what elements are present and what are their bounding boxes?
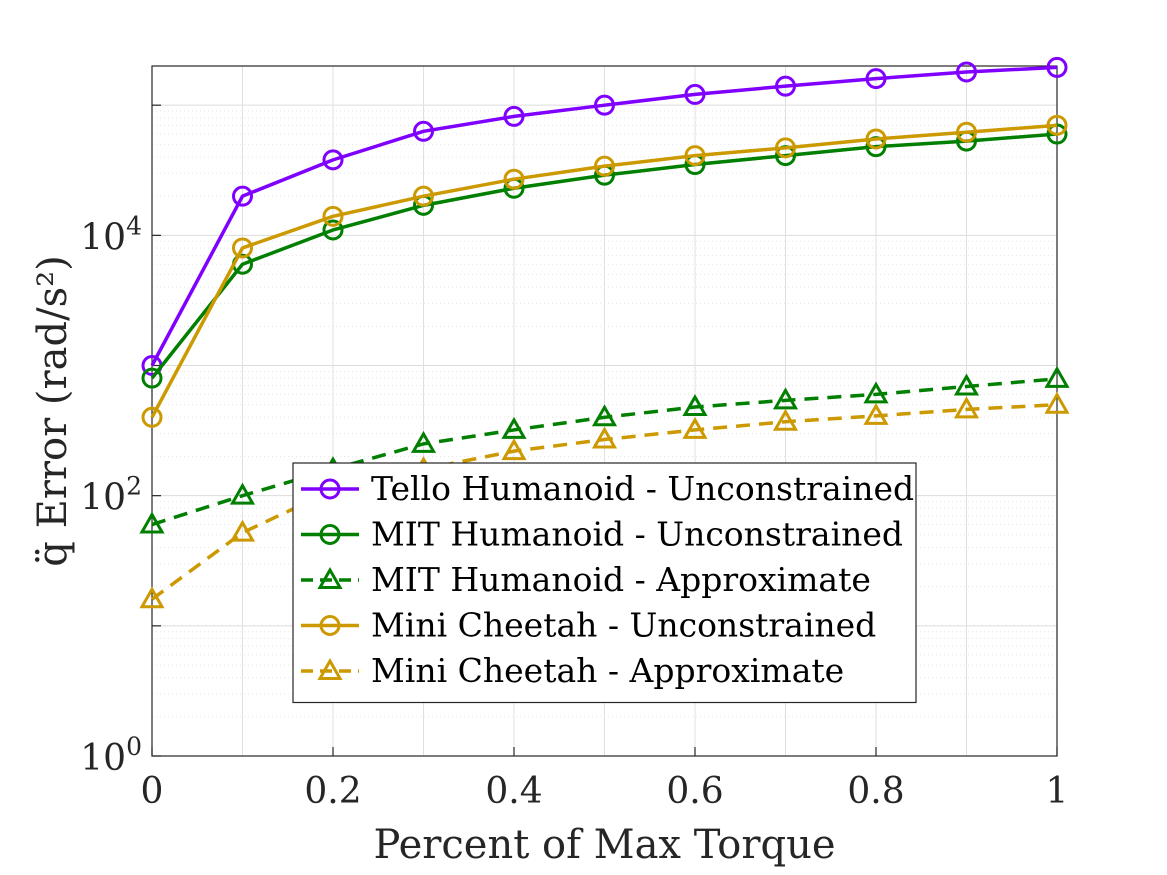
data-point-marker <box>1044 365 1070 388</box>
data-point-marker <box>503 168 525 190</box>
data-point-marker <box>684 145 706 167</box>
data-point-marker <box>232 237 253 259</box>
data-point-marker <box>229 482 256 505</box>
data-point-marker <box>684 83 706 105</box>
data-point-marker <box>322 205 344 227</box>
series-3 <box>141 114 1068 428</box>
legend: Tello Humanoid - Unconstrained MIT Humano… <box>292 462 917 704</box>
x-tick-label: 0.2 <box>304 771 361 812</box>
x-tick-label: 0.4 <box>485 771 542 812</box>
data-point-marker <box>956 121 977 143</box>
data-point-marker <box>772 408 799 431</box>
data-point-marker <box>591 426 618 449</box>
data-point-marker <box>1046 123 1068 145</box>
data-point-marker <box>1044 391 1070 414</box>
y-tick-label: 104 <box>80 211 142 258</box>
series-2 <box>139 365 1070 534</box>
legend-entry: MIT Humanoid - Approximate <box>301 560 871 599</box>
legend-entry: Tello Humanoid - Unconstrained <box>301 469 914 508</box>
series-layer <box>139 56 1070 609</box>
data-point-marker <box>863 381 889 404</box>
legend-marker <box>319 615 341 636</box>
series-line <box>150 65 1058 367</box>
x-tick-label: 0.6 <box>666 771 723 812</box>
data-point-marker <box>139 586 165 609</box>
legend-label: Tello Humanoid - Unconstrained <box>371 469 914 508</box>
legend-label: MIT Humanoid - Approximate <box>371 560 871 599</box>
series-line <box>151 377 1058 527</box>
x-tick-label: 0.8 <box>847 771 904 812</box>
data-point-marker <box>1046 114 1068 136</box>
data-point-marker <box>232 185 253 207</box>
y-axis-label: q̈ Error (rad/s²) <box>30 255 76 567</box>
data-point-marker <box>139 511 165 534</box>
data-point-marker <box>775 75 796 97</box>
legend-marker <box>317 657 343 680</box>
data-point-marker <box>772 387 799 410</box>
legend-entry: Mini Cheetah - Unconstrained <box>301 606 876 645</box>
legend-entry: Mini Cheetah - Approximate <box>301 651 844 690</box>
data-point-marker <box>775 137 796 159</box>
series-line <box>150 402 1058 601</box>
y-tick-label: 100 <box>80 732 142 779</box>
x-axis-label: Percent of Max Torque <box>373 822 835 868</box>
tick-labels: 0 0.2 0.4 0.6 0.8 1 100 102 104 <box>80 211 1068 812</box>
data-point-marker <box>503 105 525 127</box>
legend-label: Mini Cheetah - Unconstrained <box>371 606 876 645</box>
data-point-marker <box>865 68 887 90</box>
data-point-marker <box>413 120 434 142</box>
legend-label: Mini Cheetah - Approximate <box>371 651 844 690</box>
data-point-marker <box>682 393 708 417</box>
x-tick-label: 0 <box>141 771 164 812</box>
data-point-marker <box>863 402 889 425</box>
legend-box <box>292 462 917 704</box>
data-point-marker <box>501 438 527 461</box>
x-tick-label: 1 <box>1046 771 1069 812</box>
data-point-marker <box>501 416 527 439</box>
legend-marker <box>319 524 341 545</box>
data-point-marker <box>594 155 615 177</box>
legend-label: MIT Humanoid - Unconstrained <box>371 515 903 554</box>
legend-entry: MIT Humanoid - Unconstrained <box>301 515 903 554</box>
data-point-marker <box>682 416 708 439</box>
data-point-marker <box>413 185 434 207</box>
data-point-marker <box>141 367 163 389</box>
data-point-marker <box>1046 56 1068 78</box>
data-point-marker <box>953 396 980 419</box>
legend-marker <box>319 478 341 500</box>
data-point-marker <box>322 219 344 241</box>
data-point-marker <box>410 430 437 453</box>
data-point-marker <box>229 519 256 542</box>
data-point-marker <box>865 128 887 150</box>
data-point-marker <box>956 61 977 83</box>
legend-marker <box>317 566 343 589</box>
series-0 <box>141 56 1068 377</box>
series-line <box>150 123 1058 419</box>
data-point-marker <box>322 149 344 171</box>
data-point-marker <box>141 406 163 428</box>
data-point-marker <box>953 373 980 396</box>
data-point-marker <box>594 94 615 116</box>
data-point-marker <box>591 404 618 427</box>
y-tick-label: 102 <box>80 472 142 519</box>
